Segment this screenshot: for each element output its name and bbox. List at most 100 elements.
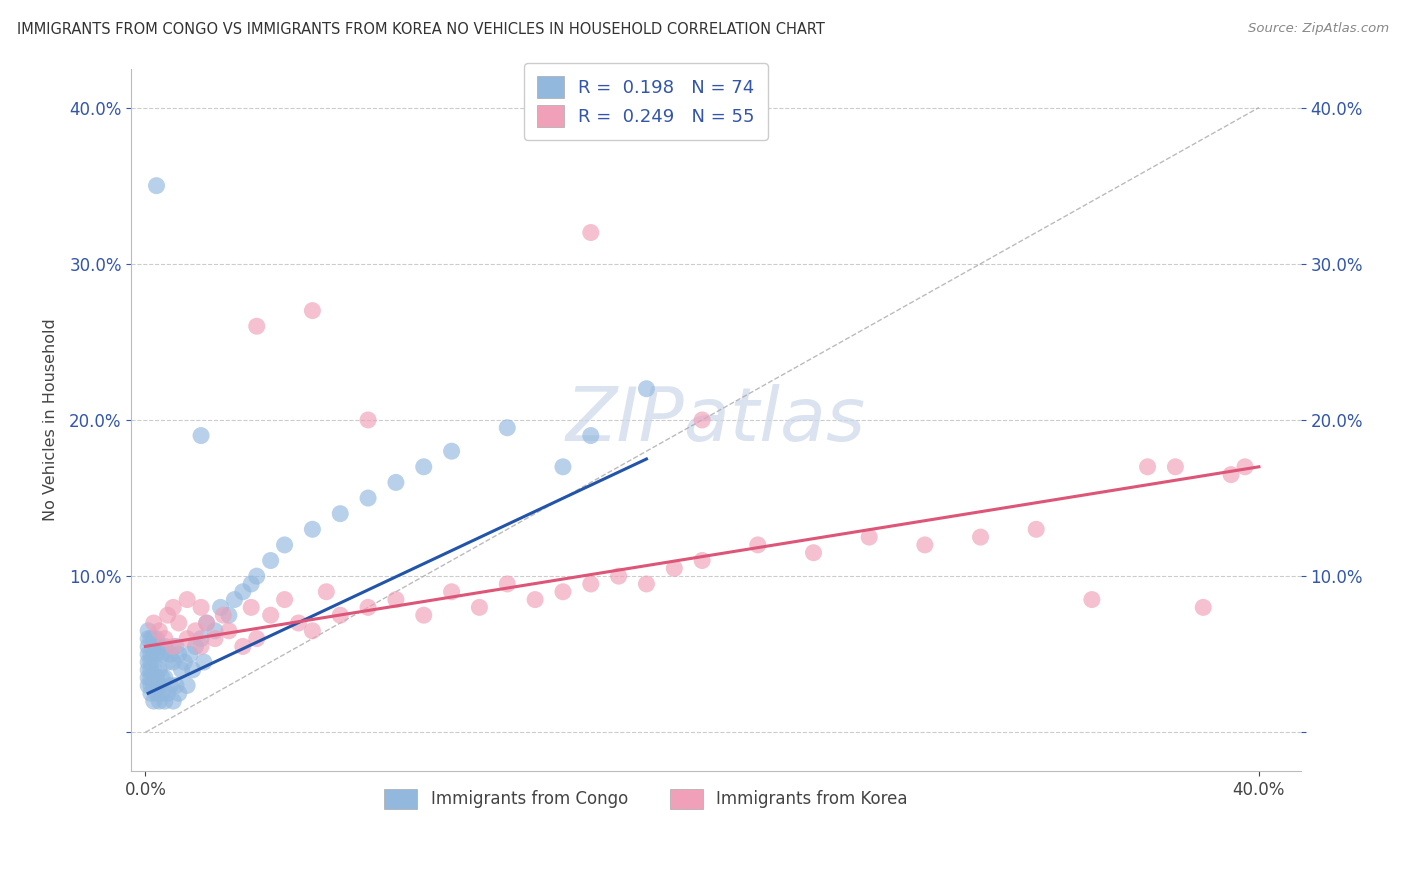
Point bbox=[259, 608, 281, 623]
Point bbox=[156, 608, 179, 623]
Point bbox=[969, 530, 991, 544]
Point bbox=[136, 655, 159, 669]
Point bbox=[150, 647, 173, 661]
Point bbox=[579, 226, 602, 240]
Point bbox=[148, 663, 170, 677]
Point bbox=[212, 608, 235, 623]
Point bbox=[181, 663, 204, 677]
Point bbox=[136, 678, 159, 692]
Point bbox=[551, 584, 574, 599]
Point bbox=[315, 584, 337, 599]
Point bbox=[176, 632, 198, 646]
Point bbox=[190, 632, 212, 646]
Text: ZIPatlas: ZIPatlas bbox=[567, 384, 866, 456]
Point bbox=[301, 624, 323, 638]
Point bbox=[150, 671, 173, 685]
Point bbox=[551, 459, 574, 474]
Point bbox=[162, 655, 184, 669]
Point bbox=[636, 382, 658, 396]
Point bbox=[148, 678, 170, 692]
Point bbox=[167, 686, 190, 700]
Point bbox=[159, 678, 181, 692]
Point bbox=[165, 640, 187, 654]
Point bbox=[385, 592, 408, 607]
Point bbox=[148, 624, 170, 638]
Point bbox=[159, 647, 181, 661]
Point bbox=[440, 444, 463, 458]
Point bbox=[184, 640, 207, 654]
Legend: Immigrants from Congo, Immigrants from Korea: Immigrants from Congo, Immigrants from K… bbox=[377, 782, 914, 816]
Point bbox=[190, 640, 212, 654]
Point bbox=[412, 459, 434, 474]
Point bbox=[136, 671, 159, 685]
Point bbox=[240, 600, 263, 615]
Point bbox=[165, 678, 187, 692]
Point bbox=[218, 608, 240, 623]
Point bbox=[167, 615, 190, 630]
Point bbox=[1081, 592, 1104, 607]
Point bbox=[139, 632, 162, 646]
Point bbox=[259, 553, 281, 567]
Point bbox=[184, 624, 207, 638]
Point bbox=[301, 303, 323, 318]
Point bbox=[156, 686, 179, 700]
Point bbox=[142, 632, 165, 646]
Point bbox=[139, 647, 162, 661]
Y-axis label: No Vehicles in Household: No Vehicles in Household bbox=[44, 318, 58, 521]
Point bbox=[153, 632, 176, 646]
Point bbox=[139, 655, 162, 669]
Point bbox=[329, 608, 352, 623]
Point bbox=[914, 538, 936, 552]
Point bbox=[136, 624, 159, 638]
Point bbox=[142, 647, 165, 661]
Point bbox=[195, 615, 218, 630]
Point bbox=[142, 678, 165, 692]
Point bbox=[162, 600, 184, 615]
Point bbox=[136, 632, 159, 646]
Point bbox=[162, 694, 184, 708]
Point bbox=[145, 671, 167, 685]
Point bbox=[153, 671, 176, 685]
Point bbox=[209, 600, 232, 615]
Point bbox=[385, 475, 408, 490]
Point bbox=[246, 319, 269, 334]
Point bbox=[579, 577, 602, 591]
Point bbox=[145, 686, 167, 700]
Point bbox=[224, 592, 246, 607]
Point bbox=[287, 615, 309, 630]
Point bbox=[136, 663, 159, 677]
Point bbox=[607, 569, 630, 583]
Point bbox=[357, 600, 380, 615]
Point bbox=[803, 546, 825, 560]
Point bbox=[176, 678, 198, 692]
Point bbox=[412, 608, 434, 623]
Point bbox=[190, 600, 212, 615]
Point bbox=[329, 507, 352, 521]
Point bbox=[1136, 459, 1159, 474]
Point bbox=[176, 592, 198, 607]
Point bbox=[273, 592, 295, 607]
Point bbox=[139, 678, 162, 692]
Point bbox=[153, 694, 176, 708]
Point bbox=[204, 624, 226, 638]
Point bbox=[232, 584, 254, 599]
Point bbox=[195, 615, 218, 630]
Point bbox=[162, 640, 184, 654]
Point bbox=[468, 600, 491, 615]
Point bbox=[148, 640, 170, 654]
Point bbox=[145, 647, 167, 661]
Point bbox=[357, 491, 380, 505]
Point bbox=[858, 530, 880, 544]
Point bbox=[139, 686, 162, 700]
Point bbox=[664, 561, 686, 575]
Point bbox=[636, 577, 658, 591]
Point bbox=[179, 647, 201, 661]
Point bbox=[1192, 600, 1215, 615]
Point bbox=[204, 632, 226, 646]
Point bbox=[167, 647, 190, 661]
Point bbox=[142, 663, 165, 677]
Point bbox=[148, 694, 170, 708]
Point bbox=[440, 584, 463, 599]
Point bbox=[218, 624, 240, 638]
Point bbox=[170, 663, 193, 677]
